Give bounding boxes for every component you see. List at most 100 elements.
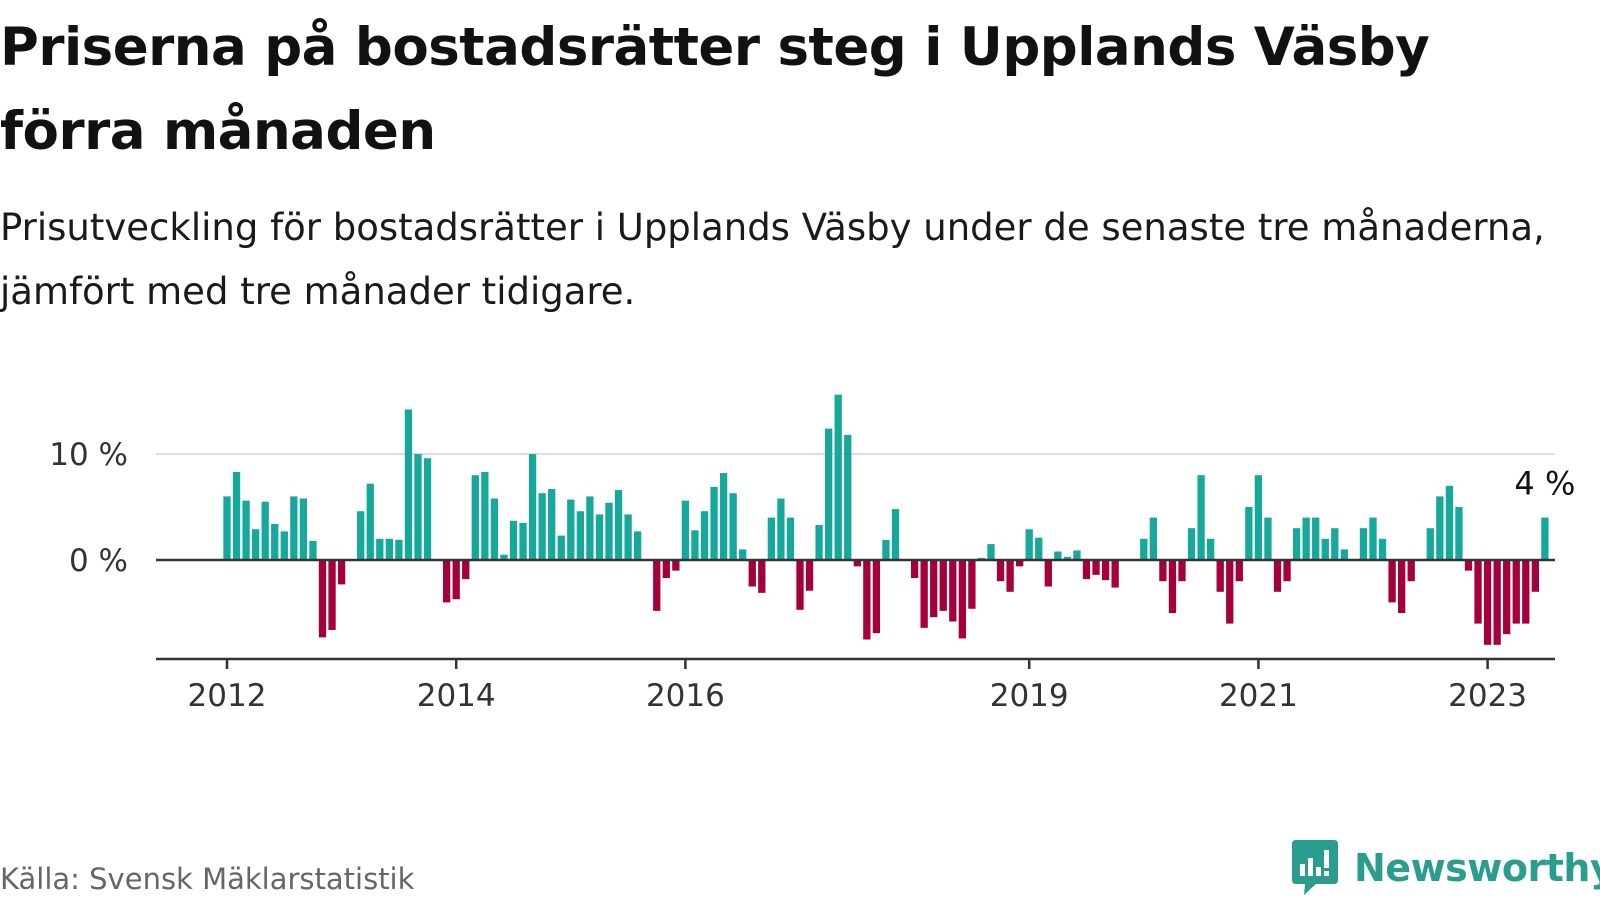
bar (748, 560, 756, 587)
bar (719, 473, 728, 560)
bar (232, 472, 241, 560)
bar (1111, 560, 1119, 588)
bar (519, 522, 527, 560)
bar (1340, 549, 1348, 560)
x-tick-label: 2019 (990, 678, 1069, 714)
bar (443, 560, 451, 603)
bar (490, 498, 499, 560)
x-tick-label: 2016 (646, 678, 725, 714)
bars (223, 394, 1549, 645)
bar (758, 560, 766, 593)
bar (605, 502, 613, 560)
bar (271, 523, 279, 560)
bar (681, 500, 690, 560)
bar (548, 488, 556, 560)
bar (805, 560, 814, 591)
y-tick-label: 0 % (69, 543, 128, 579)
bar (557, 535, 565, 560)
bar (614, 490, 623, 560)
bar (1483, 560, 1492, 645)
bar (987, 544, 995, 560)
bar (404, 409, 413, 560)
bar (786, 517, 795, 560)
bar (958, 560, 966, 639)
bar (796, 560, 804, 610)
bar-chart: 0 % 10 % 2012 2014 2016 2019 2021 2023 4 % (49, 394, 1575, 714)
bar (252, 529, 260, 560)
bar (1321, 538, 1329, 560)
bar (1474, 560, 1482, 624)
bar (891, 509, 900, 560)
x-tick-label: 2023 (1448, 678, 1527, 714)
bar (414, 454, 422, 560)
bar (223, 496, 231, 560)
bar (739, 549, 747, 560)
bar (1445, 485, 1454, 560)
bar (1464, 560, 1473, 571)
bar (863, 560, 871, 640)
bar (1140, 538, 1148, 560)
bar (1168, 560, 1177, 613)
bar (309, 540, 317, 560)
bar (1522, 560, 1530, 624)
bar (1216, 560, 1224, 592)
bar (1226, 560, 1234, 624)
bar (567, 499, 575, 560)
bar (1063, 556, 1072, 560)
bar (242, 500, 250, 560)
bar (1025, 529, 1033, 560)
bar (1082, 560, 1091, 580)
bar (1159, 560, 1167, 582)
bar (729, 493, 737, 560)
chart-title: Priserna på bostadsrätter steg i Uppland… (0, 17, 1430, 162)
bar (1044, 560, 1052, 587)
bar (299, 498, 308, 560)
bar (1207, 538, 1215, 560)
bar (653, 560, 661, 611)
bar (624, 514, 632, 560)
bar (1273, 560, 1282, 592)
bar (471, 475, 479, 560)
x-tick-label: 2021 (1219, 678, 1298, 714)
bar (920, 560, 928, 628)
bar (844, 434, 852, 560)
bar (777, 498, 785, 560)
bar (462, 560, 470, 580)
bar (1398, 560, 1406, 613)
bar (290, 496, 298, 560)
bar (423, 458, 432, 560)
bar (1292, 528, 1301, 560)
bar (318, 560, 327, 638)
bar (509, 520, 518, 560)
bar (882, 539, 890, 560)
bar (1426, 528, 1434, 560)
bar (1531, 560, 1539, 592)
bar (1006, 560, 1014, 592)
bar (1369, 517, 1377, 560)
bar (662, 560, 670, 579)
bar (1541, 517, 1549, 560)
bar (815, 525, 823, 560)
bar (1054, 551, 1062, 560)
bar (1455, 507, 1463, 560)
bar (634, 531, 642, 560)
bar (280, 531, 288, 560)
x-tick-label: 2012 (188, 678, 267, 714)
newsworthy-logo-icon (1292, 840, 1338, 895)
brand-logo: Newsworthy (1290, 840, 1600, 896)
bar (1187, 528, 1196, 560)
y-tick-label: 10 % (49, 437, 128, 473)
last-value-label: 4 % (1514, 465, 1575, 503)
bar (1388, 560, 1396, 603)
bar (1245, 507, 1253, 560)
bar (968, 560, 976, 609)
bar (1197, 475, 1205, 560)
bar (872, 560, 881, 634)
bar (481, 472, 489, 560)
bar (337, 560, 346, 585)
bar (1149, 517, 1157, 560)
bar (1407, 560, 1415, 582)
bar (366, 483, 374, 560)
bar (1101, 560, 1110, 581)
bar (996, 560, 1005, 582)
